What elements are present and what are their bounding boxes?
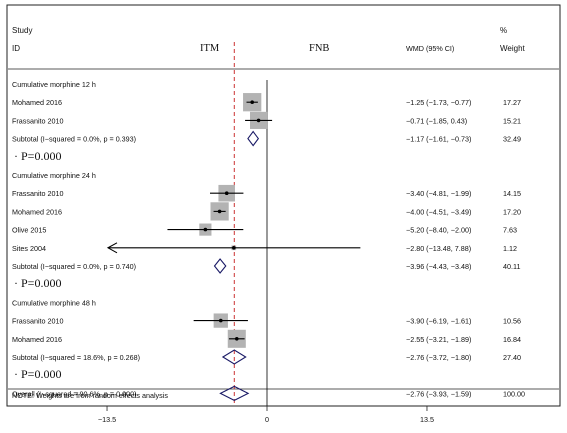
point-estimate <box>224 191 229 195</box>
point-estimate <box>234 337 239 341</box>
group-title: Cumulative morphine 12 h <box>12 80 96 89</box>
point-estimate <box>203 227 208 232</box>
footnote: NOTE: Weights are from random effects an… <box>12 391 168 400</box>
subtotal-diamond <box>247 130 260 147</box>
pvalue-bullet: · <box>14 276 18 290</box>
subtotal-weight: 40.11 <box>503 262 520 271</box>
overall-diamond <box>219 385 250 402</box>
study-label: Sites 2004 <box>12 244 46 253</box>
overall-label: Overall (I−squared = 90.6%, p = 0.000) <box>12 389 136 398</box>
left-group-label: ITM <box>200 43 220 54</box>
study-ci-text: −2.80 (−13.48, 7.88) <box>406 244 471 253</box>
study-label: Frassanito 2010 <box>12 116 64 125</box>
subtotal-label: Subtotal (I−squared = 0.0%, p = 0.393) <box>12 135 136 144</box>
study-ci-text: −5.20 (−8.40, −2.00) <box>406 226 471 235</box>
subtotal-ci-text: −3.96 (−4.43, −3.48) <box>406 262 471 271</box>
subtotal-diamond <box>213 258 227 274</box>
group-title: Cumulative morphine 48 h <box>12 298 96 307</box>
subtotal-label: Subtotal (I−squared = 18.6%, p = 0.268) <box>12 353 140 362</box>
study-label: Mohamed 2016 <box>12 207 62 216</box>
pvalue-bullet: · <box>14 149 18 163</box>
subtotal-weight: 27.40 <box>503 353 521 362</box>
overall-weight: 100.00 <box>503 389 525 398</box>
study-weight: 1.12 <box>503 244 517 253</box>
study-ci-text: −0.71 (−1.85, 0.43) <box>406 116 467 125</box>
effect-header: WMD (95% CI) <box>406 44 454 53</box>
study-label: Frassanito 2010 <box>12 317 64 326</box>
point-estimate <box>250 100 254 104</box>
study-label: Frassanito 2010 <box>12 189 64 198</box>
x-tick-label: 13.5 <box>420 415 434 424</box>
study-label: Mohamed 2016 <box>12 98 62 107</box>
study-ci-text: −1.25 (−1.73, −0.77) <box>406 98 471 107</box>
study-ci-text: −2.55 (−3.21, −1.89) <box>406 335 471 344</box>
x-tick-label: 0 <box>265 415 269 424</box>
pvalue-bullet: · <box>14 367 18 381</box>
study-weight: 15.21 <box>503 116 521 125</box>
study-header: Study <box>12 26 32 35</box>
subtotal-label: Subtotal (I−squared = 0.0%, p = 0.740) <box>12 262 136 271</box>
x-tick-label: −13.5 <box>98 415 116 424</box>
ci-arrow <box>106 242 118 254</box>
point-estimate <box>217 209 222 214</box>
right-group-label: FNB <box>309 43 329 54</box>
study-ci-text: −3.40 (−4.81, −1.99) <box>406 189 471 198</box>
subtotal-weight: 32.49 <box>503 135 521 144</box>
study-weight: 17.20 <box>503 207 521 216</box>
id-header: ID <box>12 44 20 53</box>
percent-header: % <box>500 26 507 35</box>
study-weight: 14.15 <box>503 189 521 198</box>
point-estimate <box>256 118 261 123</box>
plot-border <box>6 4 561 407</box>
x-axis: −13.5 0 13.5 <box>98 405 434 424</box>
subtotal-diamond <box>221 349 247 365</box>
study-ci-text: −3.90 (−6.19, −1.61) <box>406 317 471 326</box>
overall-ci-text: −2.76 (−3.93, −1.59) <box>406 389 471 398</box>
study-weight: 7.63 <box>503 226 517 235</box>
study-weight: 10.56 <box>503 317 521 326</box>
study-weight: 17.27 <box>503 98 521 107</box>
study-label: Olive 2015 <box>12 226 46 235</box>
group-title: Cumulative morphine 24 h <box>12 171 96 180</box>
pvalue-text: P=0.000 <box>21 149 61 163</box>
study-weight: 16.84 <box>503 335 521 344</box>
pvalue-text: P=0.000 <box>21 276 61 290</box>
subtotal-ci-text: −1.17 (−1.61, −0.73) <box>406 135 471 144</box>
study-ci-text: −4.00 (−4.51, −3.49) <box>406 207 471 216</box>
study-label: Mohamed 2016 <box>12 335 62 344</box>
point-estimate <box>232 246 236 250</box>
pvalue-text: P=0.000 <box>21 367 61 381</box>
subtotal-ci-text: −2.76 (−3.72, −1.80) <box>406 353 471 362</box>
point-estimate <box>218 318 223 323</box>
weight-header: Weight <box>500 44 526 53</box>
forest-rows: Cumulative morphine 12 h Mohamed 2016 −1.2… <box>12 80 525 402</box>
